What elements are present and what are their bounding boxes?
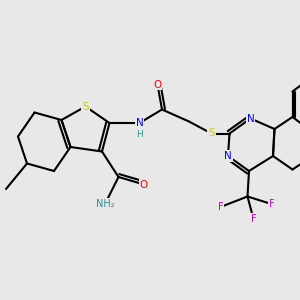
Text: NH₂: NH₂ (96, 199, 114, 209)
Text: O: O (153, 80, 162, 90)
Text: F: F (251, 214, 256, 224)
Text: O: O (140, 179, 148, 190)
Text: N: N (247, 113, 254, 124)
Text: N: N (224, 151, 232, 161)
Text: H: H (136, 130, 143, 139)
Text: N: N (136, 118, 143, 128)
Text: S: S (208, 128, 215, 139)
Text: S: S (82, 101, 89, 112)
Text: F: F (269, 199, 274, 209)
Text: F: F (218, 202, 223, 212)
